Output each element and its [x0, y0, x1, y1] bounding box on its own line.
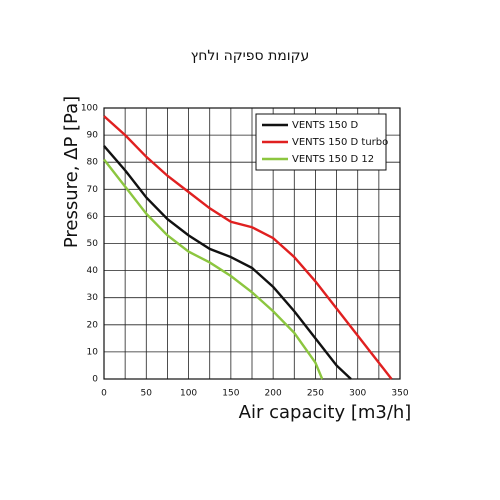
y-tick-label: 80 — [87, 158, 99, 168]
x-axis-label: Air capacity [m3/h] — [239, 402, 412, 423]
y-tick-label: 0 — [92, 375, 98, 385]
x-tick-label: 200 — [265, 389, 282, 399]
legend-label: VENTS 150 D turbo — [292, 137, 388, 148]
y-tick-label: 30 — [87, 293, 99, 303]
y-tick-label: 70 — [87, 185, 99, 195]
y-axis-label: Pressure, ΔP [Pa] — [61, 96, 82, 248]
legend-label: VENTS 150 D — [292, 120, 359, 131]
legend-label: VENTS 150 D 12 — [292, 154, 374, 165]
series-line — [103, 145, 352, 380]
y-tick-label: 60 — [87, 212, 99, 222]
series-line — [103, 158, 324, 380]
plot-frame — [103, 107, 401, 380]
chart-title: עקומת ספיקה ולחץ — [191, 48, 310, 64]
x-tick-label: 0 — [101, 389, 107, 399]
x-tick-label: 100 — [180, 389, 197, 399]
x-tick-label: 350 — [391, 389, 408, 399]
y-tick-label: 100 — [81, 104, 98, 114]
y-tick-label: 40 — [87, 266, 99, 276]
y-tick-label: 50 — [87, 239, 99, 249]
x-tick-label: 300 — [349, 389, 366, 399]
y-tick-label: 10 — [87, 347, 99, 357]
x-tick-label: 150 — [222, 389, 239, 399]
x-tick-label: 250 — [307, 389, 324, 399]
y-tick-label: 20 — [87, 320, 99, 330]
series-line — [103, 115, 393, 380]
y-tick-label: 90 — [87, 131, 99, 141]
x-tick-label: 50 — [141, 389, 153, 399]
